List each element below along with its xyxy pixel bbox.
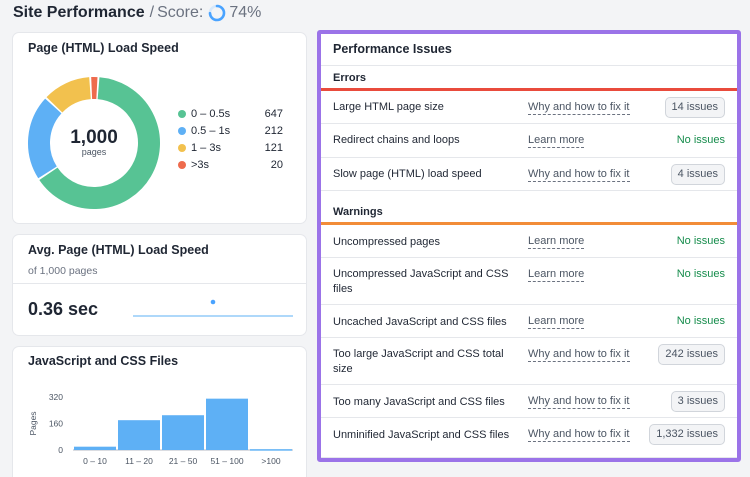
legend-label: >3s [191, 158, 210, 171]
sparkline-point [210, 299, 216, 305]
legend-count: 647 [264, 107, 283, 120]
donut-center-value: 1,000 [70, 127, 118, 148]
avg-speed-divider [13, 283, 306, 284]
load-speed-card: Page (HTML) Load Speed 1,000 pages 0 – 0… [13, 33, 306, 223]
x-tick-label: 21 – 50 [169, 456, 198, 466]
learn-more-link[interactable]: Learn more [528, 268, 585, 282]
issue-row[interactable]: Uncached JavaScript and CSS files Learn m… [321, 305, 737, 338]
legend-label: 1 – 3s [191, 141, 221, 154]
page-title: Site Performance [13, 4, 145, 21]
errors-section-rule [321, 88, 737, 91]
warnings-section-rule [321, 222, 737, 225]
legend-label: 0.5 – 1s [191, 124, 231, 137]
legend-dot [178, 143, 186, 152]
y-tick-label: 0 [58, 445, 63, 455]
no-issues-status: No issues [676, 134, 725, 146]
issue-name: Large HTML page size [333, 101, 444, 113]
donut-slice[interactable] [28, 98, 62, 179]
legend-item[interactable]: 1 – 3s 121 [178, 139, 298, 156]
issue-row[interactable]: Too large JavaScript and CSS total size W… [321, 338, 737, 385]
how-to-fix-link[interactable]: Why and how to fix it [528, 348, 630, 362]
issue-count-badge[interactable]: 1,332 issues [649, 424, 725, 445]
y-axis-label: Pages [28, 411, 38, 435]
learn-more-link[interactable]: Learn more [528, 134, 585, 148]
issue-row[interactable]: Redirect chains and loops Learn more No is… [321, 124, 737, 158]
legend-item[interactable]: >3s 20 [178, 156, 298, 173]
y-tick-label: 160 [49, 419, 63, 429]
no-issues-status: No issues [676, 268, 725, 280]
bar[interactable] [162, 415, 204, 450]
x-tick-label: 0 – 10 [83, 456, 107, 466]
score-ring-icon [209, 4, 226, 22]
load-speed-title: Page (HTML) Load Speed [28, 41, 179, 55]
no-issues-status: No issues [676, 315, 725, 327]
issue-name: Unminified JavaScript and CSS files [333, 429, 510, 441]
load-speed-donut-chart [28, 77, 160, 209]
bar[interactable] [206, 398, 248, 450]
issue-count-badge[interactable]: 242 issues [658, 344, 725, 365]
legend-count: 121 [264, 141, 283, 154]
x-tick-label: >100 [261, 456, 280, 466]
legend-label: 0 – 0.5s [191, 107, 231, 120]
errors-section-label: Errors [333, 72, 367, 84]
how-to-fix-link[interactable]: Why and how to fix it [528, 395, 630, 409]
no-issues-status: No issues [676, 235, 725, 247]
y-tick-label: 320 [49, 392, 63, 402]
title-separator: / [149, 4, 155, 21]
bar[interactable] [250, 449, 292, 451]
how-to-fix-link[interactable]: Why and how to fix it [528, 168, 630, 182]
issue-row[interactable]: Slow page (HTML) load speed Why and how t… [321, 158, 737, 191]
legend-dot [178, 160, 186, 169]
learn-more-link[interactable]: Learn more [528, 315, 585, 329]
issue-name: Redirect chains and loops [333, 134, 460, 146]
how-to-fix-link[interactable]: Why and how to fix it [528, 428, 630, 442]
issue-name: Uncompressed JavaScript and CSS files [333, 268, 509, 295]
warnings-section-label: Warnings [333, 206, 383, 218]
avg-speed-title: Avg. Page (HTML) Load Speed [28, 243, 209, 257]
issue-row[interactable]: Large HTML page size Why and how to fix i… [321, 91, 737, 124]
how-to-fix-link[interactable]: Why and how to fix it [528, 101, 630, 115]
js-css-files-title: JavaScript and CSS Files [28, 354, 179, 368]
x-tick-label: 51 – 100 [210, 456, 243, 466]
issue-name: Too many JavaScript and CSS files [333, 396, 505, 408]
js-css-files-bar-chart: Pages 320 160 0 0 – 10 11 – 20 21 – 50 51 – 100… [28, 392, 293, 466]
bar[interactable] [74, 446, 116, 450]
donut-center-label: pages [81, 147, 107, 157]
avg-speed-sparkline [133, 299, 293, 317]
legend-item[interactable]: 0.5 – 1s 212 [178, 122, 298, 139]
legend-count: 212 [264, 124, 283, 137]
avg-speed-card: Avg. Page (HTML) Load Speed of 1,000 pag… [13, 235, 306, 335]
x-tick-label: 11 – 20 [125, 456, 153, 466]
issue-row[interactable]: Too many JavaScript and CSS files Why and… [321, 385, 737, 418]
issue-name: Slow page (HTML) load speed [333, 168, 482, 180]
avg-speed-subtitle: of 1,000 pages [28, 265, 98, 277]
issue-name: Too large JavaScript and CSS total size [333, 348, 504, 375]
issue-name: Uncompressed pages [333, 236, 441, 248]
learn-more-link[interactable]: Learn more [528, 235, 585, 249]
load-speed-legend: 0 – 0.5s 647 0.5 – 1s 212 1 – 3s 121 >3s… [178, 105, 298, 173]
issue-row[interactable]: Unminified JavaScript and CSS files Why a… [321, 418, 737, 458]
donut-slice[interactable] [46, 77, 92, 113]
issue-count-badge[interactable]: 4 issues [670, 164, 725, 185]
issue-name: Uncached JavaScript and CSS files [333, 316, 507, 328]
legend-count: 20 [270, 158, 283, 171]
issues-title-divider [321, 65, 737, 66]
issues-panel-title: Performance Issues [333, 42, 452, 56]
issue-count-badge[interactable]: 3 issues [670, 391, 725, 412]
score-label: Score: [157, 4, 204, 21]
avg-speed-value: 0.36 sec [28, 299, 99, 319]
issue-row[interactable]: Uncompressed JavaScript and CSS files Lea… [321, 258, 737, 305]
donut-slice[interactable] [39, 77, 160, 209]
issue-count-badge[interactable]: 14 issues [664, 97, 725, 118]
legend-item[interactable]: 0 – 0.5s 647 [178, 105, 298, 122]
bar[interactable] [118, 420, 160, 450]
legend-dot [178, 109, 186, 118]
legend-dot [178, 126, 186, 135]
issue-row[interactable]: Uncompressed pages Learn more No issues [321, 225, 737, 258]
performance-issues-panel: Performance Issues Errors Large HTML pag… [317, 30, 741, 462]
page-header: Site Performance / Score: 74% [13, 3, 261, 23]
js-css-files-card: JavaScript and CSS Files Pages 320 160 0 0 –… [13, 347, 306, 477]
score-value: 74% [229, 4, 262, 21]
